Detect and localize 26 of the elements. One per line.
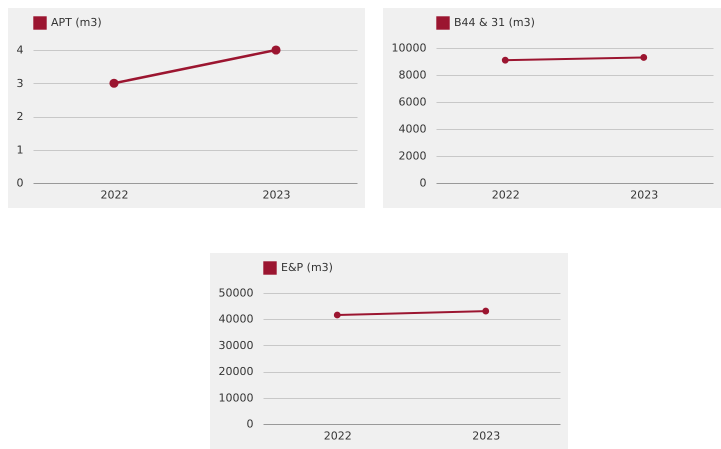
x-tick-label: 2023 [630,188,658,202]
y-tick-label: 50000 [218,286,254,300]
y-tick-label: 0 [16,176,24,190]
x-tick-label: 2022 [100,188,128,202]
y-tick-label: 8000 [398,68,426,82]
y-tick-label: 2 [16,110,24,123]
y-tick-label: 6000 [398,96,426,108]
x-tick-label: 2022 [492,188,520,202]
y-tick-label: 2000 [398,150,426,162]
y-tick-label: 0 [246,418,254,430]
legend-label: E&P (m3) [281,261,333,274]
y-tick-label: 10000 [392,42,426,54]
x-tick-label: 2022 [324,430,352,442]
y-tick-label: 10000 [218,391,254,404]
legend-label: APT (m3) [51,16,102,29]
y-tick-label: 4000 [398,122,426,136]
x-tick-label: 2023 [262,188,290,202]
y-tick-label: 0 [420,176,426,190]
legend-label: B44 & 31 (m3) [454,16,535,29]
y-tick-label: 1 [16,143,24,156]
y-tick-label: 20000 [218,365,254,378]
y-tick-label: 3 [16,76,24,90]
x-tick-label: 2023 [472,430,500,442]
y-tick-label: 40000 [218,312,254,326]
y-tick-label: 4 [16,44,24,56]
y-tick-label: 30000 [218,338,254,352]
